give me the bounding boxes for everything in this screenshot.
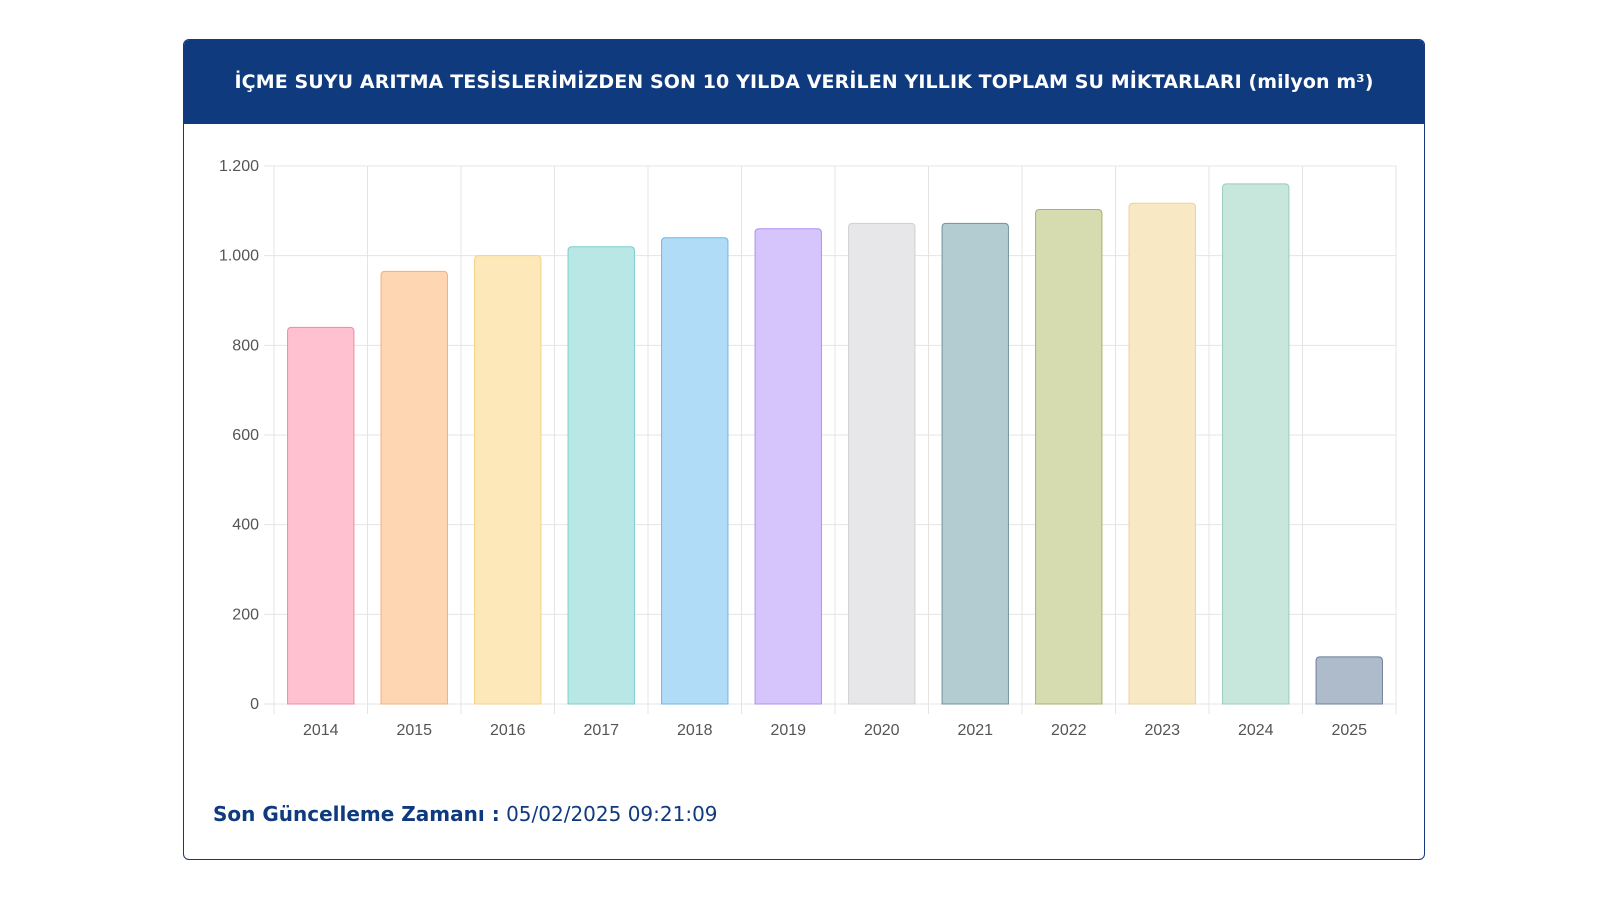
- bar-2019[interactable]: [754, 228, 822, 705]
- grid-layer: [264, 165, 1397, 714]
- bar-2025[interactable]: [1315, 656, 1383, 705]
- bar-2024[interactable]: [1222, 183, 1290, 705]
- bar-2020[interactable]: [848, 222, 916, 705]
- bar-2023[interactable]: [1128, 202, 1196, 705]
- x-tick-label: 2016: [490, 722, 526, 739]
- x-tick-label: 2019: [770, 722, 806, 739]
- last-update-label: Son Güncelleme Zamanı :: [213, 802, 500, 826]
- x-tick-label: 2024: [1238, 722, 1274, 739]
- bar-2018[interactable]: [661, 237, 729, 705]
- x-tick-label: 2014: [303, 722, 339, 739]
- y-tick-label: 600: [232, 427, 259, 444]
- x-tick-label: 2025: [1331, 722, 1367, 739]
- bar-2017[interactable]: [567, 246, 635, 705]
- x-tick-label: 2022: [1051, 722, 1087, 739]
- last-update: Son Güncelleme Zamanı : 05/02/2025 09:21…: [213, 802, 718, 826]
- bar-layer: [287, 183, 1383, 705]
- bar-2022[interactable]: [1035, 208, 1103, 705]
- y-tick-label: 0: [250, 696, 259, 713]
- label-layer: 0 200 400 600 800 1.000 1.200 2014 2015 2016 2017 2…: [219, 158, 1367, 739]
- x-tick-label: 2017: [583, 722, 619, 739]
- chart-title: İÇME SUYU ARITMA TESİSLERİMİZDEN SON 10 …: [234, 71, 1374, 93]
- x-tick-label: 2021: [957, 722, 993, 739]
- bar-2014[interactable]: [287, 326, 355, 705]
- x-tick-label: 2015: [396, 722, 432, 739]
- bar-2015[interactable]: [380, 270, 448, 705]
- x-tick-label: 2023: [1144, 722, 1180, 739]
- y-tick-label: 800: [232, 337, 259, 354]
- chart-card: İÇME SUYU ARITMA TESİSLERİMİZDEN SON 10 …: [183, 39, 1425, 860]
- bar-chart: 0 200 400 600 800 1.000 1.200 2014 2015 2016 2017 2…: [219, 158, 1397, 739]
- y-tick-label: 200: [232, 606, 259, 623]
- bar-2021[interactable]: [941, 222, 1009, 705]
- y-tick-label: 400: [232, 517, 259, 534]
- x-tick-label: 2020: [864, 722, 900, 739]
- bar-2016[interactable]: [474, 255, 542, 705]
- card-header: İÇME SUYU ARITMA TESİSLERİMİZDEN SON 10 …: [184, 40, 1424, 124]
- last-update-value: 05/02/2025 09:21:09: [506, 802, 718, 826]
- y-tick-label: 1.200: [219, 158, 259, 175]
- x-tick-label: 2018: [677, 722, 713, 739]
- y-tick-label: 1.000: [219, 248, 259, 265]
